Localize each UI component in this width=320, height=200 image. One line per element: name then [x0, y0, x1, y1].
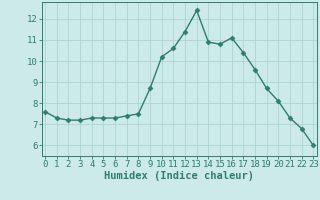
- X-axis label: Humidex (Indice chaleur): Humidex (Indice chaleur): [104, 171, 254, 181]
